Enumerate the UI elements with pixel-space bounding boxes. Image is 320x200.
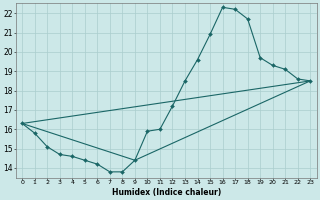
X-axis label: Humidex (Indice chaleur): Humidex (Indice chaleur) [112, 188, 221, 197]
